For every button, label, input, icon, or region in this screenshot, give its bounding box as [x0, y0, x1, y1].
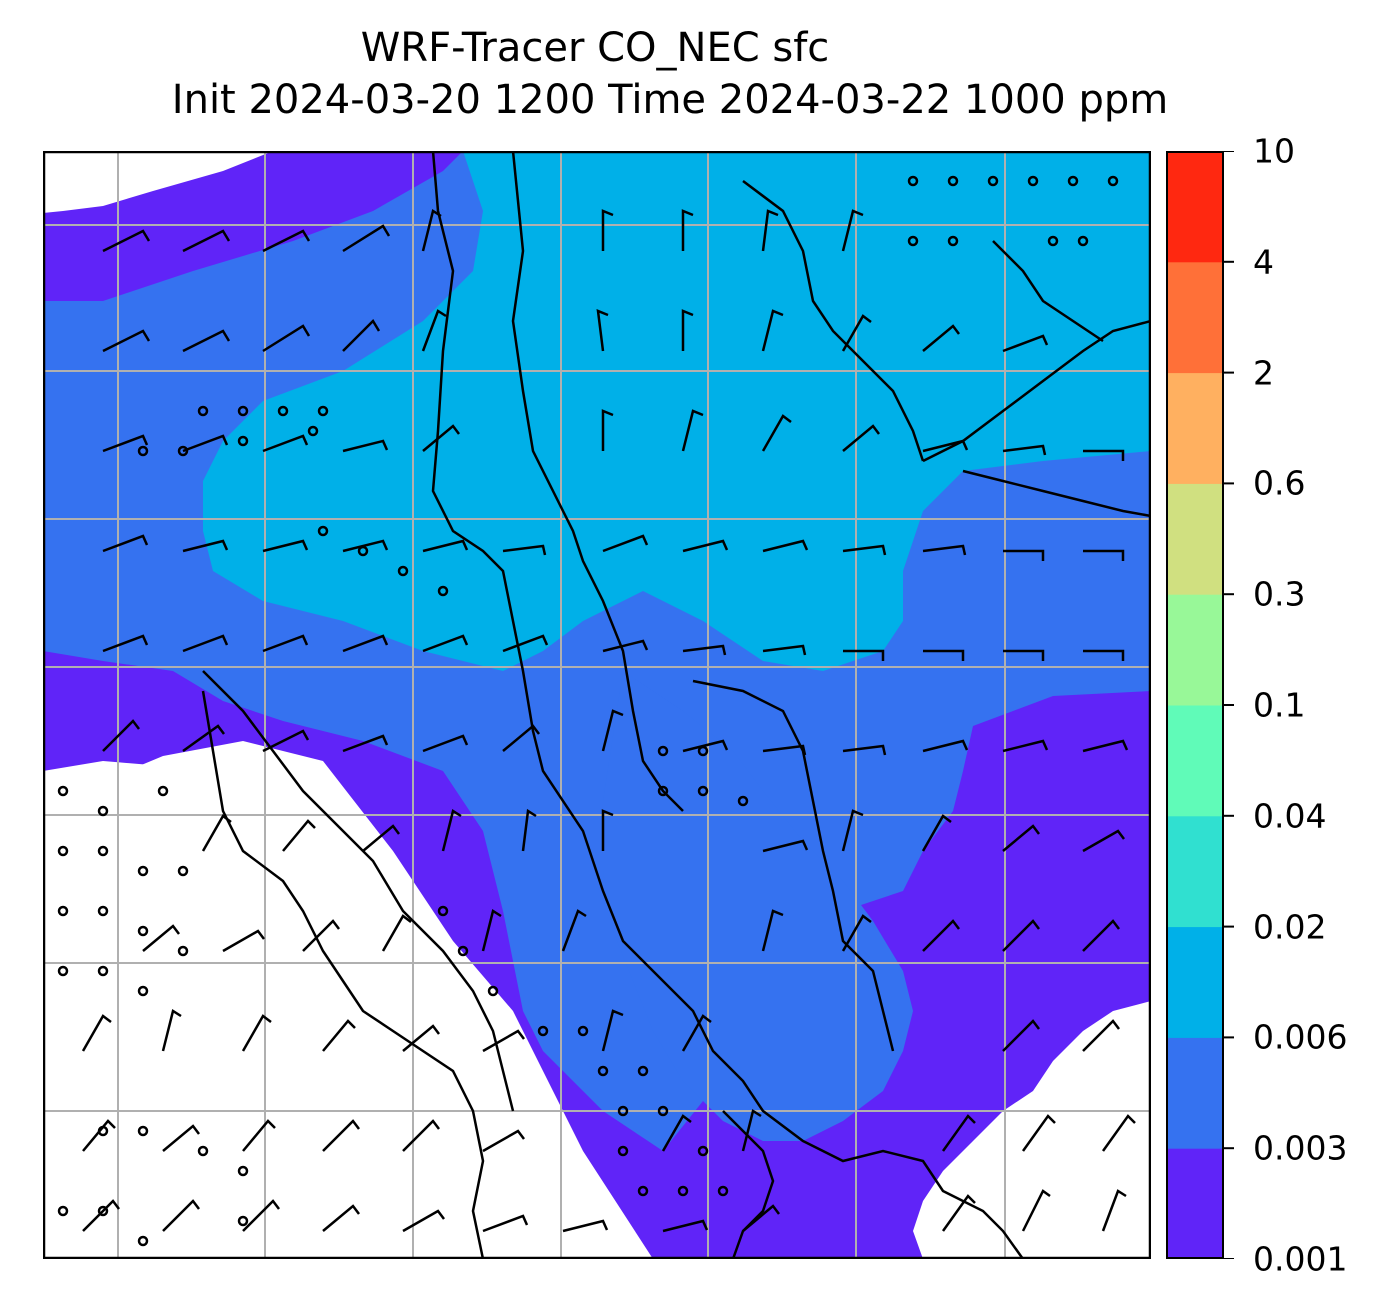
colorbar-frame: [1166, 151, 1224, 1259]
colorbar-segment-3: [1167, 815, 1223, 928]
colorbar-segment-7: [1167, 372, 1223, 484]
wind-barbs: [81, 209, 1136, 1233]
colorbar-tick-label: 0.003: [1253, 1128, 1348, 1168]
colorbar-segments: [1167, 151, 1223, 1259]
tracer-level-0003-lower: [603, 671, 913, 1141]
colorbar-segment-8: [1167, 261, 1223, 374]
colorbar-tick-label: 10: [1253, 131, 1295, 171]
coastlines-and-borders: [201, 151, 1151, 1259]
tracer-level-0006: [203, 151, 1151, 671]
colorbar-segment-1: [1167, 1037, 1223, 1149]
tracer-below-min-southeast: [913, 1001, 1151, 1259]
colorbar-segment-9: [1167, 151, 1223, 263]
colorbar-segment-6: [1167, 483, 1223, 595]
colorbar-tick-label: 0.04: [1253, 796, 1327, 836]
colorbar: [1166, 151, 1234, 1259]
colorbar-tick-label: 0.02: [1253, 907, 1327, 947]
colorbar-tick-label: 0.001: [1253, 1239, 1348, 1279]
gridlines: [43, 151, 1151, 1259]
map-frame: [43, 151, 1151, 1259]
colorbar-ticks: [1223, 151, 1234, 1259]
colorbar-tick-label: 0.6: [1253, 463, 1306, 503]
tracer-below-min-southwest: [43, 751, 653, 1259]
colorbar-segment-4: [1167, 705, 1223, 817]
calm-circles: [57, 175, 1119, 1247]
title-line-2: Init 2024-03-20 1200 Time 2024-03-22 100…: [171, 77, 1169, 123]
title-line-1: WRF-Tracer CO_NEC sfc: [360, 25, 830, 71]
colorbar-tick-label: 2: [1253, 353, 1274, 393]
colorbar-tick-label: 0.006: [1253, 1017, 1348, 1057]
colorbar-tick-label: 4: [1253, 242, 1274, 282]
colorbar-segment-2: [1167, 926, 1223, 1038]
tracer-below-min-northwest: [43, 151, 273, 213]
map-panel: [43, 151, 1151, 1259]
colorbar-tick-label: 0.1: [1253, 685, 1306, 725]
colorbar-segment-0: [1167, 1148, 1223, 1259]
colorbar-segment-5: [1167, 594, 1223, 706]
plot-title: WRF-Tracer CO_NEC sfc Init 2024-03-20 12…: [0, 22, 1340, 126]
colorbar-tick-label: 0.3: [1253, 574, 1306, 614]
